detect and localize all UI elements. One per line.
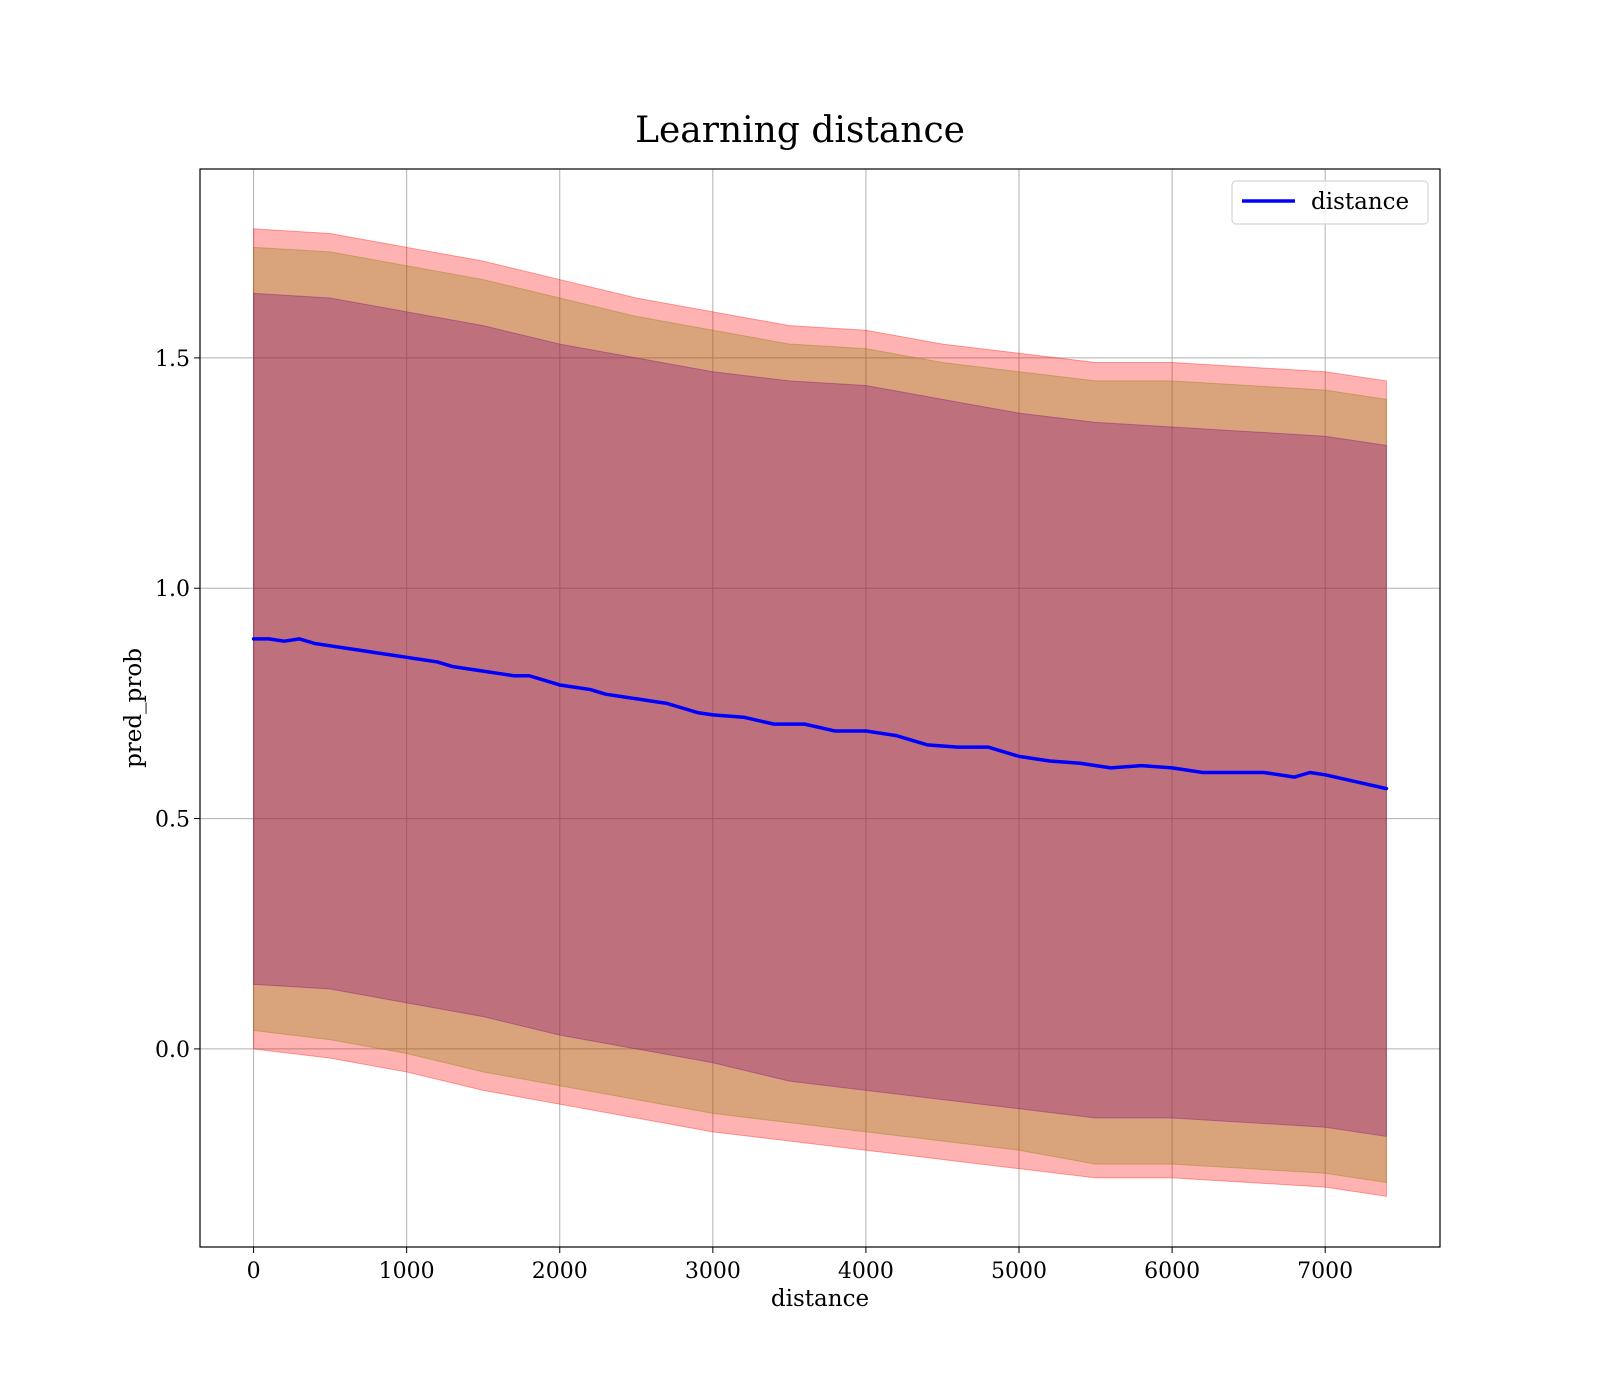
chart-title: Learning distance — [635, 110, 965, 151]
grid — [200, 169, 1440, 1247]
legend-box — [1231, 180, 1429, 225]
band-inner — [253, 292, 1387, 1138]
x-tick-label: 0 — [247, 1259, 261, 1284]
x-axis-ticks: 0 1000 2000 3000 4000 5000 6000 7000 — [247, 1247, 1353, 1284]
y-axis-ticks: 0.0 0.5 1.0 1.5 — [155, 347, 200, 1063]
band-outer — [253, 228, 1387, 1197]
x-tick-label: 2000 — [532, 1259, 588, 1284]
y-tick-label: 1.5 — [155, 347, 190, 372]
series-lines — [251, 637, 1389, 791]
x-tick-label: 3000 — [685, 1259, 741, 1284]
x-tick-label: 1000 — [379, 1259, 435, 1284]
y-tick-label: 0.0 — [155, 1038, 190, 1063]
plot-frame — [199, 168, 1441, 1248]
y-axis-label: pred_prob — [121, 648, 147, 768]
x-tick-label: 6000 — [1144, 1259, 1200, 1284]
band-middle — [253, 246, 1387, 1184]
y-tick-label: 0.5 — [155, 808, 190, 833]
legend-label-distance: distance — [1311, 189, 1409, 215]
y-tick-label: 1.0 — [155, 577, 190, 602]
x-tick-label: 4000 — [838, 1259, 894, 1284]
x-axis-label: distance — [771, 1286, 869, 1312]
legend: distance — [1231, 180, 1429, 225]
confidence-bands — [253, 228, 1387, 1197]
x-tick-label: 5000 — [991, 1259, 1047, 1284]
x-tick-label: 7000 — [1297, 1259, 1353, 1284]
series-line-distance — [251, 637, 1389, 791]
